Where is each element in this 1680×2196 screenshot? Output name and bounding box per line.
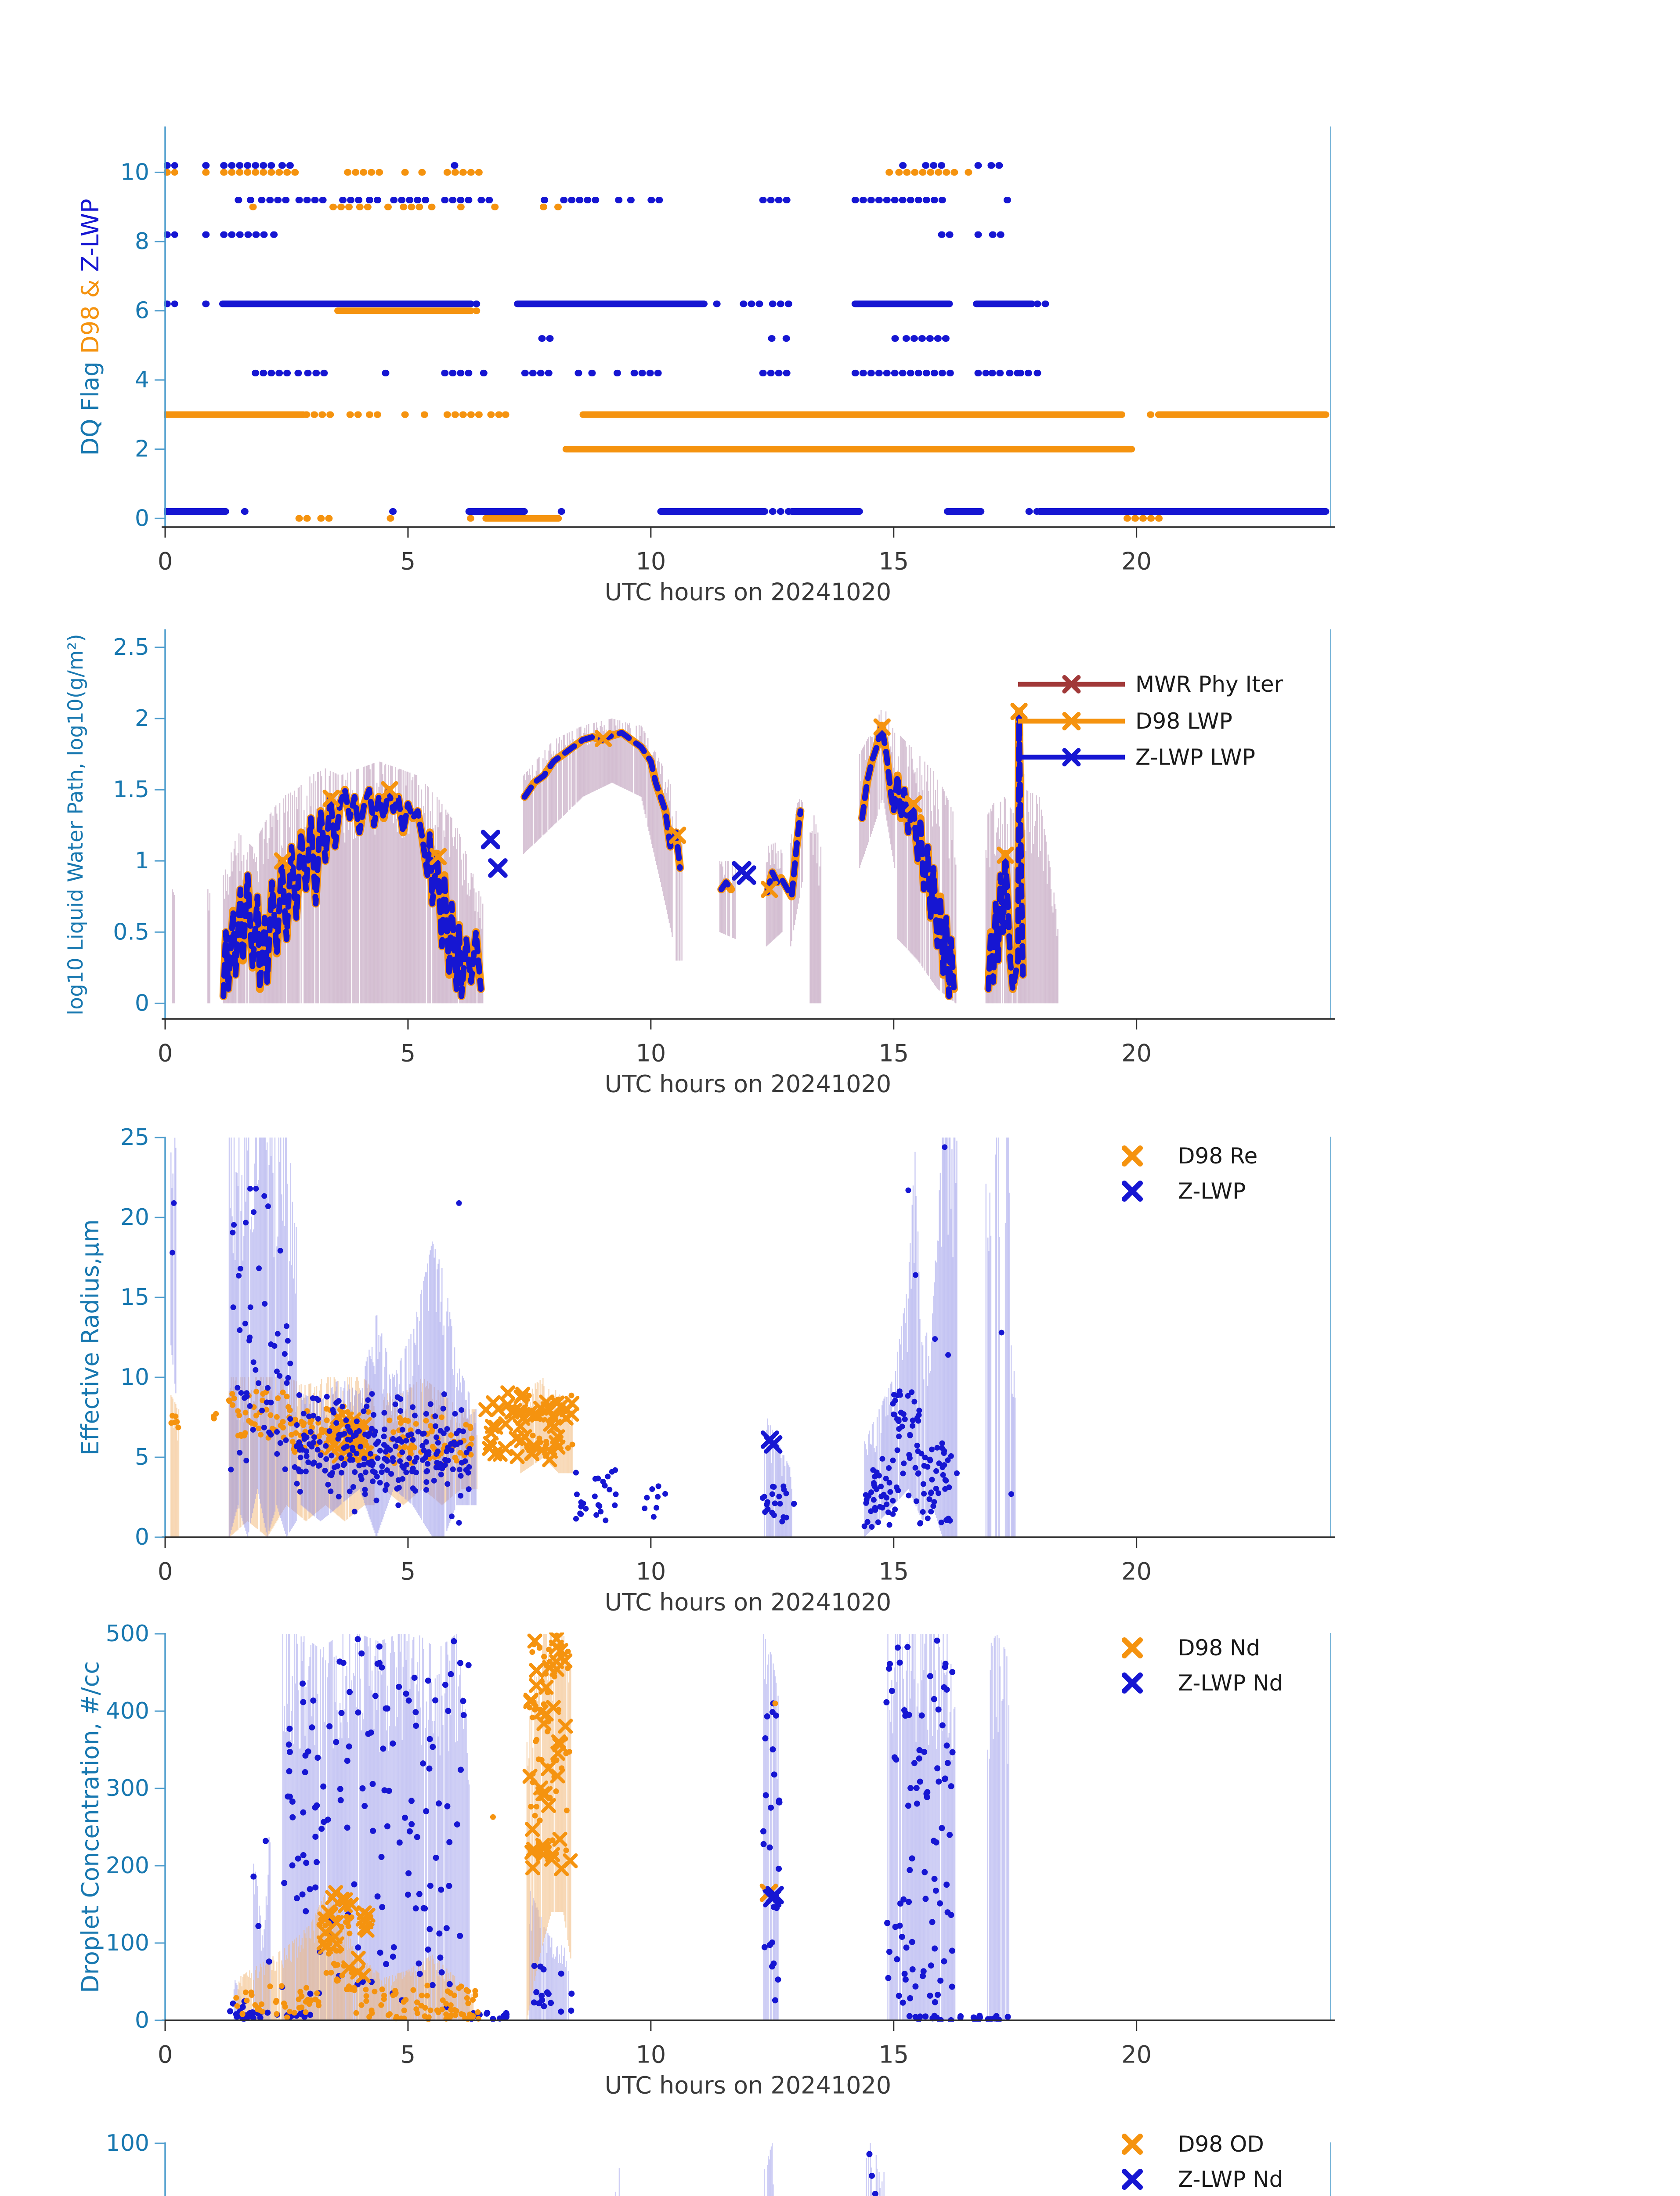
y-tick-label: 300 (106, 1775, 149, 1802)
x-tick-label: 0 (158, 1040, 173, 1067)
y-tick-label: 20 (120, 1204, 149, 1231)
y-tick-label: 100 (106, 2130, 149, 2156)
legend-entry-label: Z-LWP LWP (1135, 744, 1255, 770)
x-axis-label: UTC hours on 20241020 (605, 578, 891, 606)
series-effective-radius-points-blue (170, 1144, 1014, 1526)
x-tick-label: 15 (878, 548, 909, 575)
series-droplet-concentration-cloud-orange (316, 1633, 578, 1983)
legend-entry-label: MWR Phy Iter (1135, 672, 1283, 697)
series-liquid-water-path-points-blue (481, 830, 756, 885)
y-axis-label: DQ Flag D98 & Z-LWP (76, 199, 104, 455)
y-tick-label: 1 (135, 848, 149, 874)
x-tick-label: 5 (401, 2041, 415, 2069)
y-tick-label: 100 (106, 1930, 149, 1956)
y-tick-label: 10 (120, 1364, 149, 1391)
x-axis-label: UTC hours on 20241020 (605, 1589, 891, 1616)
y-axis-label: log10 Liquid Water Path, log10(g/m²) (64, 634, 88, 1015)
y-tick-label: 0.5 (113, 919, 149, 945)
legend-liquid-water-path: MWR Phy Iter D98 LWP Z-LWP LWP (1018, 672, 1283, 770)
x-axis-label: UTC hours on 20241020 (605, 1070, 891, 1098)
x-tick-label: 20 (1121, 1558, 1152, 1586)
y-tick-label: 2 (135, 436, 149, 462)
legend-entry-label: D98 LWP (1135, 708, 1232, 734)
y-tick-label: 0 (135, 2007, 149, 2033)
x-tick-label: 15 (878, 2041, 909, 2069)
legend-entry-label: D98 Nd (1178, 1635, 1260, 1661)
x-tick-label: 20 (1121, 1040, 1152, 1067)
series-effective-radius-cloud-orange (168, 1388, 575, 1466)
y-tick-label: 6 (135, 298, 149, 324)
y-tick-label: 200 (106, 1853, 149, 1879)
x-tick-label: 20 (1121, 548, 1152, 575)
x-tick-label: 20 (1121, 2041, 1152, 2069)
series-droplet-concentration-points-blue (250, 1700, 777, 1965)
panel-optical-depth (614, 2143, 885, 2196)
x-tick-label: 0 (158, 548, 173, 575)
legend-entry-label: Z-LWP (1178, 1178, 1246, 1204)
y-tick-label: 0 (135, 505, 149, 531)
legend-entry-label: Z-LWP Nd (1178, 1670, 1283, 1696)
series-effective-radius-cloud-blue (228, 1193, 954, 1530)
legend-entry-label: D98 OD (1178, 2131, 1264, 2157)
legend-droplet-concentration: D98 Nd Z-LWP Nd (1122, 1635, 1283, 1696)
x-tick-label: 10 (636, 548, 666, 575)
y-tick-label: 15 (120, 1284, 149, 1311)
series-effective-radius-points-blue (760, 1430, 783, 1454)
series-droplet-concentration-points-blue (763, 1885, 784, 1907)
y-tick-label: 1.5 (113, 777, 149, 803)
y-tick-label: 400 (106, 1698, 149, 1724)
y-tick-label: 2.5 (113, 634, 149, 661)
x-tick-label: 15 (878, 1558, 909, 1586)
panel-effective-radius (168, 1138, 1016, 1537)
series-optical-depth-band-band_blue (614, 2143, 885, 2196)
y-tick-label: 2 (135, 705, 149, 732)
series-liquid-water-path-points-orange (274, 703, 1028, 898)
legend-optical-depth: D98 OD Z-LWP Nd (1122, 2131, 1283, 2192)
y-axis-label: Droplet Concentration, #/cc (76, 1661, 104, 1993)
x-axis-label: UTC hours on 20241020 (605, 2072, 891, 2099)
y-axis-label: Effective Radius,µm (76, 1219, 104, 1456)
panel-droplet-concentration (227, 1633, 1011, 2022)
legend-effective-radius: D98 Re Z-LWP (1122, 1143, 1257, 1204)
axes-droplet-concentration: 0 100 200 300 400 500 0 5 10 15 20 UTC hours on 202… (76, 1621, 1335, 2099)
x-tick-label: 10 (636, 1558, 666, 1586)
panel-liquid-water-path (172, 703, 1059, 1004)
series-droplet-concentration-cloud-blue (227, 1636, 1011, 2022)
x-tick-label: 0 (158, 2041, 173, 2069)
axes-optical-depth: 02040608010005101520UTC hours on 2024102… (106, 2130, 1331, 2196)
x-tick-label: 10 (636, 2041, 666, 2069)
x-tick-label: 10 (636, 1040, 666, 1067)
y-tick-label: 500 (106, 1621, 149, 1647)
series-optical-depth-points-blue (866, 2151, 878, 2196)
axes-dq-flag: 0 2 4 6 8 10 0 5 10 15 20 UTC hours on 20241020 DQ F… (76, 126, 1335, 606)
panel-dq-flag (164, 162, 1330, 522)
y-tick-label: 5 (135, 1444, 149, 1470)
x-tick-label: 5 (401, 1040, 415, 1067)
y-tick-label: 0 (135, 990, 149, 1016)
x-tick-label: 5 (401, 548, 415, 575)
x-tick-label: 5 (401, 1558, 415, 1586)
y-tick-label: 4 (135, 367, 149, 393)
legend-entry-label: Z-LWP Nd (1178, 2167, 1283, 2192)
series-droplet-concentration-points-orange (490, 1700, 778, 1820)
y-tick-label: 10 (120, 159, 149, 185)
y-tick-label: 25 (120, 1124, 149, 1151)
series-liquid-water-path-line-blue (220, 708, 1026, 999)
y-tick-label: 8 (135, 228, 149, 255)
axes-liquid-water-path: 0 0.5 1 1.5 2 2.5 0 5 10 15 20 UTC hours on 2024102… (64, 629, 1335, 1098)
legend-entry-label: D98 Re (1178, 1143, 1257, 1169)
axes-effective-radius: 0 5 10 15 20 25 0 5 10 15 20 UTC hours on 20241020 E… (76, 1124, 1335, 1616)
x-tick-label: 15 (878, 1040, 909, 1067)
x-tick-label: 0 (158, 1558, 173, 1586)
y-tick-label: 0 (135, 1524, 149, 1550)
